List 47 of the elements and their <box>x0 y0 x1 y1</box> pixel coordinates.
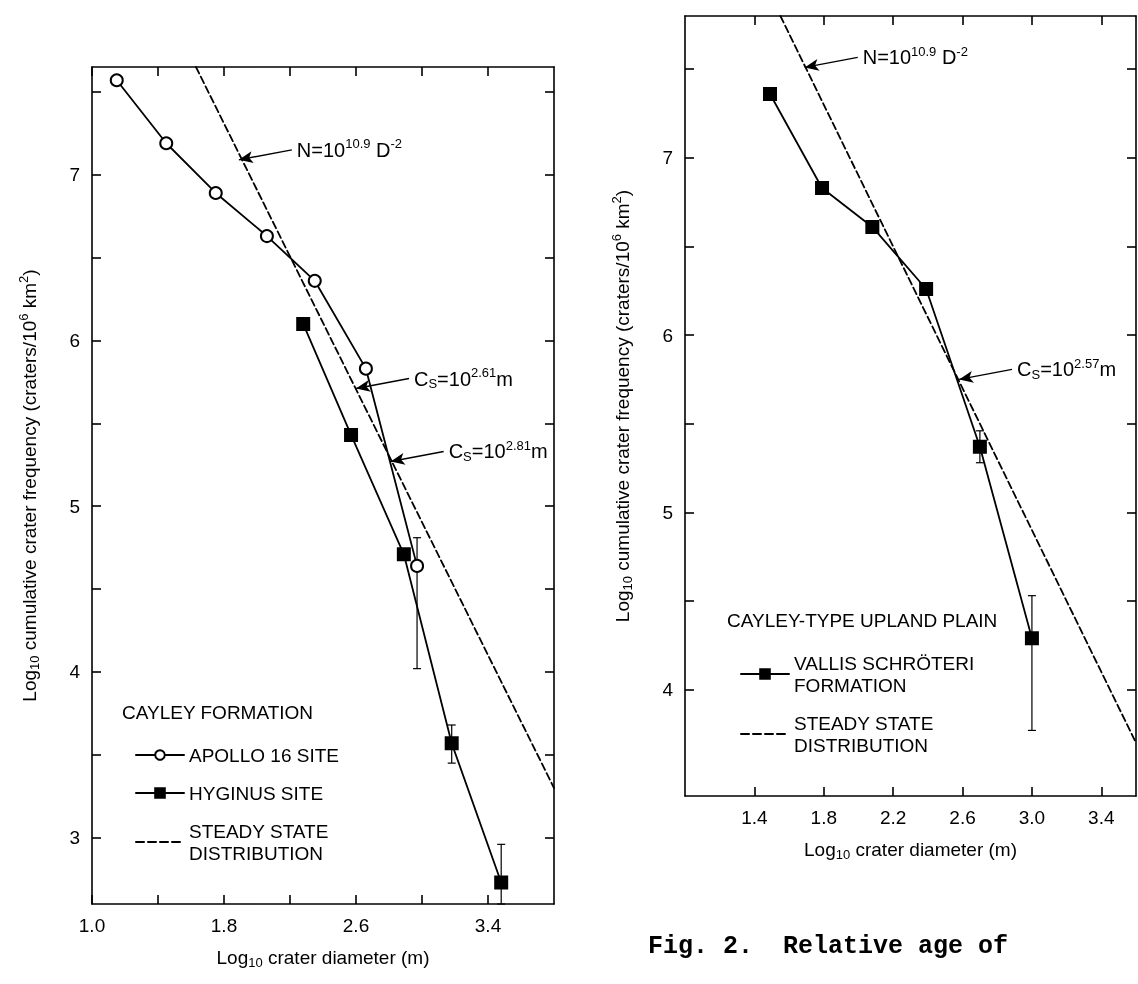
y-axis-title: Log10 cumulative crater frequency (craters/106 km2) <box>609 189 635 623</box>
y-tick-label: 5 <box>662 501 673 523</box>
legend-label: STEADY STATE DISTRIBUTION <box>189 820 334 864</box>
legend-label: STEADY STATE DISTRIBUTION <box>794 712 939 756</box>
legend-label: APOLLO 16 SITE <box>189 744 339 766</box>
y-tick-label: 5 <box>69 495 80 517</box>
point <box>159 136 174 151</box>
point <box>919 282 934 296</box>
x-tick-label: 1.8 <box>810 807 837 828</box>
point <box>972 439 987 454</box>
point <box>344 427 359 442</box>
point <box>307 273 322 288</box>
point <box>396 547 411 562</box>
y-tick-label: 6 <box>69 329 80 351</box>
legend-label: HYGINUS SITE <box>189 782 324 804</box>
point <box>208 185 223 200</box>
point <box>358 361 373 376</box>
legend-label: VALLIS SCHRÖTERI FORMATION <box>794 652 980 696</box>
point <box>1024 631 1039 646</box>
point <box>865 219 880 234</box>
y-axis-title: Log10 cumulative crater frequency (craters/106 km2) <box>16 269 42 702</box>
x-tick-label: 3.4 <box>474 915 502 936</box>
y-tick-label: 4 <box>662 679 674 701</box>
x-tick-label: 1.4 <box>741 807 769 828</box>
point <box>259 229 274 244</box>
point <box>494 875 509 890</box>
point <box>444 736 459 751</box>
legend-title: CAYLEY-TYPE UPLAND PLAIN <box>727 610 998 631</box>
point <box>763 87 777 101</box>
x-tick-label: 2.2 <box>879 807 907 828</box>
x-tick-label: 1.8 <box>210 915 238 936</box>
y-tick-label: 7 <box>69 164 80 186</box>
point <box>296 316 311 331</box>
x-tick-label: 2.6 <box>342 915 370 936</box>
legend-title: CAYLEY FORMATION <box>122 702 314 723</box>
x-tick-label: 3.0 <box>1018 807 1046 828</box>
y-tick-label: 6 <box>662 324 673 346</box>
y-tick-label: 4 <box>69 661 81 683</box>
point <box>410 558 425 573</box>
x-tick-label: 3.4 <box>1088 807 1115 828</box>
x-tick-label: 2.6 <box>949 807 976 828</box>
caption: Fig. 2. Relative age of <box>648 932 1009 961</box>
y-tick-label: 3 <box>69 827 80 849</box>
y-tick-label: 7 <box>662 147 673 169</box>
x-tick-label: 1.0 <box>78 915 106 936</box>
point <box>109 73 124 88</box>
point <box>815 180 830 195</box>
